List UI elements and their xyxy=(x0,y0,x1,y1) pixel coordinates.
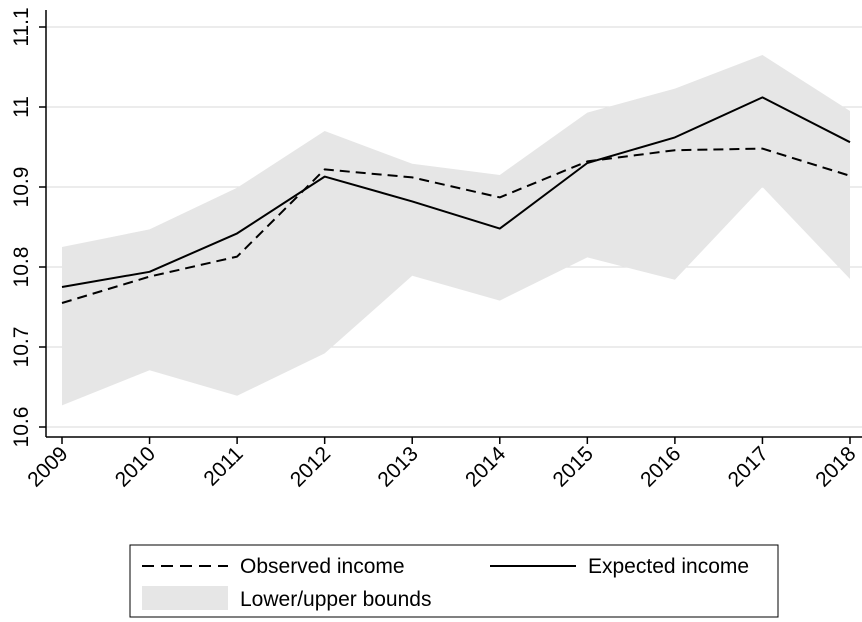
legend-label-expected: Expected income xyxy=(588,555,749,578)
y-tick-label: 10.9 xyxy=(10,167,33,208)
legend-box xyxy=(129,544,779,618)
y-tick-label: 11.1 xyxy=(10,7,33,46)
x-tick-label: 2012 xyxy=(286,442,335,491)
legend-label-bounds: Lower/upper bounds xyxy=(240,588,431,611)
y-tick-label: 10.7 xyxy=(10,327,33,368)
y-tick-label: 11 xyxy=(10,96,33,118)
x-tick-label: 2015 xyxy=(549,442,598,491)
x-tick-label: 2009 xyxy=(23,442,72,491)
series-line-observed xyxy=(61,147,851,304)
x-tick-label: 2018 xyxy=(811,442,860,491)
series-line-expected xyxy=(61,96,851,288)
legend-label-observed: Observed income xyxy=(240,555,405,578)
bounds-band xyxy=(62,55,850,406)
y-tick-label: 10.8 xyxy=(10,247,33,288)
x-tick-label: 2016 xyxy=(636,442,685,491)
legend-swatch-bounds xyxy=(142,586,228,610)
x-tick-label: 2013 xyxy=(373,442,422,491)
y-tick-label: 10.6 xyxy=(10,407,33,448)
x-tick-label: 2017 xyxy=(724,442,773,491)
x-tick-label: 2011 xyxy=(199,442,247,490)
x-tick-label: 2010 xyxy=(111,442,160,491)
legend: Observed income Expected income Lower/up… xyxy=(129,544,779,618)
series-lines xyxy=(61,96,851,304)
x-tick-label: 2014 xyxy=(461,442,511,492)
bounds-area xyxy=(62,55,850,406)
